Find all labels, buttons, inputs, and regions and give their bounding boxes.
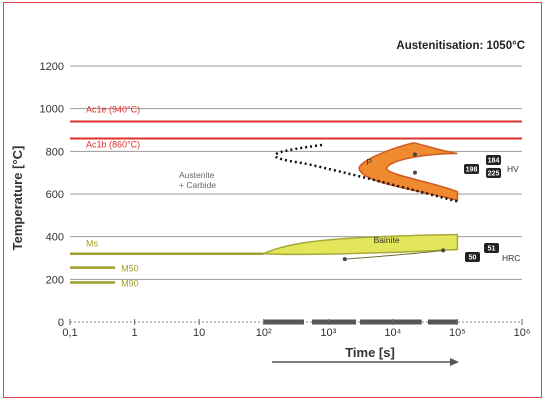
x-tick-labels: 0,1 1 10 10² 10³ 10⁴ 10⁵ 10⁶ <box>62 319 530 339</box>
y-tick-label: 400 <box>46 232 64 244</box>
x-tick-label: 10³ <box>320 327 336 339</box>
x-axis-segment <box>263 319 304 325</box>
y-tick-labels: 0 200 400 600 800 1000 1200 <box>40 61 64 329</box>
y-tick-label: 600 <box>46 189 64 201</box>
x-tick-label: 10 <box>193 327 205 339</box>
bainite-point <box>441 248 446 253</box>
y-tick-label: 1200 <box>40 61 64 73</box>
hv-badge-text: 198 <box>466 167 478 174</box>
pearlite-point <box>412 170 417 175</box>
x-tick-label: 10⁴ <box>384 327 401 339</box>
reference-label: Ac1e (940°C) <box>86 104 140 114</box>
reference-label: M50 <box>121 264 139 274</box>
hv-badge-text: 184 <box>488 158 500 165</box>
y-axis-title: Temperature [°C] <box>10 146 25 251</box>
hrc-label: HRC <box>502 253 520 263</box>
austenite-label: Austenite <box>179 170 215 180</box>
bainite-region <box>260 233 459 256</box>
hrc-badge <box>484 243 499 253</box>
pearlite-point <box>412 152 417 157</box>
bainite-point <box>342 257 347 262</box>
y-tick-label: 200 <box>46 274 64 286</box>
annotations: Austenite+ Carbide 184 198 225 HV 51 50 HRC <box>179 155 520 263</box>
hv-badge <box>486 155 501 165</box>
reference-label: M90 <box>121 279 139 289</box>
hv-badge <box>464 164 479 174</box>
ms-label: Ms <box>86 239 98 249</box>
hv-label: HV <box>507 164 519 174</box>
y-tick-label: 0 <box>58 317 64 329</box>
x-tick-label: 10² <box>256 327 272 339</box>
x-axis-segment <box>360 319 422 325</box>
pearlite-label: P <box>366 157 372 167</box>
austenite-label: + Carbide <box>179 180 216 190</box>
x-axis-segment <box>312 319 357 325</box>
hv-badge-text: 225 <box>488 171 500 178</box>
hrc-badge <box>465 252 480 262</box>
hrc-badge-text: 50 <box>469 255 477 262</box>
transformation-regions: Bainite P <box>260 142 459 262</box>
x-axis-title: Time [s] <box>345 345 395 360</box>
x-axis-segment <box>427 319 458 325</box>
chart-frame <box>3 2 542 398</box>
time-arrow <box>272 358 459 366</box>
bainite-boundary <box>344 249 444 260</box>
time-arrow-head <box>450 358 459 366</box>
chart-title: Austenitisation: 1050°C <box>396 40 525 52</box>
reference-lines: Ac1e (940°C) Ac1b (860°C) Ms M50 M90 <box>70 104 522 289</box>
bainite-label: Bainite <box>374 235 400 245</box>
x-tick-label: 10⁶ <box>514 327 531 339</box>
reference-label: Ac1b (860°C) <box>86 140 140 150</box>
y-tick-label: 800 <box>46 146 64 158</box>
y-tick-label: 1000 <box>40 104 64 116</box>
x-tick-label: 10⁵ <box>449 327 466 339</box>
x-tick-label: 1 <box>132 327 138 339</box>
carbide-curve <box>274 143 458 203</box>
pearlite-region <box>358 142 459 202</box>
hv-badge <box>486 168 501 178</box>
x-tick-label: 0,1 <box>62 327 77 339</box>
hrc-badge-text: 51 <box>488 246 496 253</box>
